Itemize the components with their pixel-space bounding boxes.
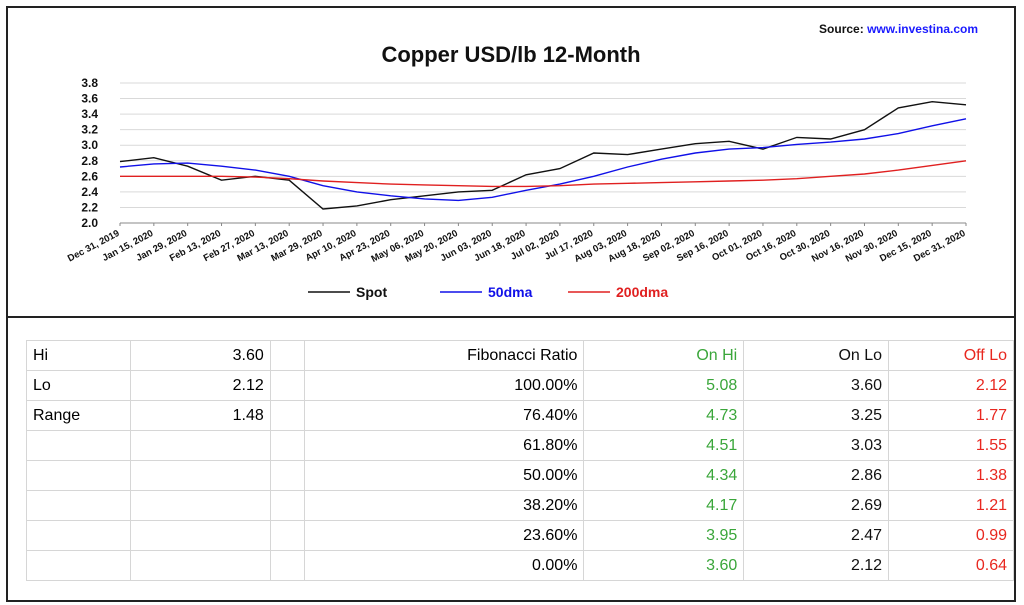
spacer-cell — [269, 520, 305, 551]
summary-label — [26, 490, 131, 521]
cell-off-lo: 1.77 — [888, 400, 1014, 431]
summary-label — [26, 460, 131, 491]
y-tick-label: 2.8 — [81, 154, 98, 168]
spacer-cell — [269, 460, 305, 491]
cell-ratio: 23.60% — [303, 520, 585, 551]
spacer-cell — [269, 550, 305, 581]
series-line-spot — [119, 100, 967, 210]
summary-value — [129, 430, 271, 461]
summary-value: 1.48 — [129, 400, 271, 431]
table-row: Lo 2.12 100.00% 5.08 3.60 2.12 — [26, 370, 1014, 401]
summary-label — [26, 550, 131, 581]
cell-on-lo: 2.47 — [743, 520, 890, 551]
y-tick-label: 2.6 — [81, 169, 98, 183]
y-tick-label: 2.4 — [81, 185, 98, 199]
copper-price-chart: Copper USD/lb 12-Month 3.8 3.63.4 3.23.0 2.8… — [66, 42, 968, 300]
source-link[interactable]: www.investina.com — [867, 22, 978, 36]
cell-ratio: 76.40% — [303, 400, 585, 431]
spacer-cell — [269, 430, 305, 461]
chart-panel: Source: www.investina.com Copper USD/lb … — [6, 6, 1016, 318]
summary-label: Range — [26, 400, 131, 431]
y-tick-label: 3.0 — [81, 138, 98, 152]
table-header-row: Hi 3.60 Fibonacci Ratio On Hi On Lo Off Lo — [26, 340, 1014, 371]
cell-off-lo: 1.38 — [888, 460, 1014, 491]
cell-on-hi: 3.60 — [583, 550, 745, 581]
header-on-lo: On Lo — [743, 340, 890, 371]
chart-title: Copper USD/lb 12-Month — [381, 42, 640, 67]
fibonacci-table-panel: Hi 3.60 Fibonacci Ratio On Hi On Lo Off Lo Lo 2… — [6, 318, 1016, 602]
cell-on-lo: 2.86 — [743, 460, 890, 491]
summary-value — [129, 460, 271, 491]
y-tick-label: 2.2 — [81, 200, 98, 214]
summary-label: Lo — [26, 370, 131, 401]
header-off-lo: Off Lo — [888, 340, 1014, 371]
summary-value — [129, 550, 271, 581]
cell-on-lo: 3.03 — [743, 430, 890, 461]
cell-on-hi: 3.95 — [583, 520, 745, 551]
source-credit: Source: www.investina.com — [819, 22, 978, 36]
cell-on-hi: 5.08 — [583, 370, 745, 401]
legend-label-spot: Spot — [356, 284, 387, 300]
cell-on-hi: 4.34 — [583, 460, 745, 491]
y-tick-label: 3.6 — [81, 92, 98, 106]
spacer-cell — [269, 340, 305, 371]
header-on-hi: On Hi — [583, 340, 745, 371]
table-row: 50.00% 4.34 2.86 1.38 — [26, 460, 1014, 491]
y-tick-label: 2.0 — [81, 216, 98, 230]
cell-off-lo: 0.99 — [888, 520, 1014, 551]
series-line-200dma — [120, 160, 967, 188]
cell-on-lo: 3.25 — [743, 400, 890, 431]
cell-ratio: 38.20% — [303, 490, 585, 521]
summary-label — [26, 430, 131, 461]
fibonacci-table: Hi 3.60 Fibonacci Ratio On Hi On Lo Off Lo Lo 2… — [26, 340, 1014, 581]
cell-on-hi: 4.51 — [583, 430, 745, 461]
cell-ratio: 50.00% — [303, 460, 585, 491]
summary-label — [26, 520, 131, 551]
y-tick-label: 3.4 — [81, 107, 98, 121]
spacer-cell — [269, 490, 305, 521]
cell-on-lo: 2.69 — [743, 490, 890, 521]
cell-off-lo: 0.64 — [888, 550, 1014, 581]
spacer-cell — [269, 400, 305, 431]
cell-on-lo: 3.60 — [743, 370, 890, 401]
legend-label-50dma: 50dma — [488, 284, 533, 300]
summary-value — [129, 490, 271, 521]
cell-on-hi: 4.17 — [583, 490, 745, 521]
y-tick-label: 3.8 — [81, 76, 98, 90]
table-row: 38.20% 4.17 2.69 1.21 — [26, 490, 1014, 521]
summary-label: Hi — [26, 340, 131, 371]
cell-off-lo: 2.12 — [888, 370, 1014, 401]
cell-ratio: 100.00% — [303, 370, 585, 401]
cell-on-lo: 2.12 — [743, 550, 890, 581]
table-row: Range 1.48 76.40% 4.73 3.25 1.77 — [26, 400, 1014, 431]
summary-value: 2.12 — [129, 370, 271, 401]
cell-ratio: 0.00% — [303, 550, 585, 581]
header-ratio: Fibonacci Ratio — [303, 340, 585, 371]
summary-value — [129, 520, 271, 551]
cell-off-lo: 1.55 — [888, 430, 1014, 461]
cell-off-lo: 1.21 — [888, 490, 1014, 521]
y-tick-label: 3.2 — [81, 123, 98, 137]
series-line-50dma — [119, 118, 967, 202]
table-row: 0.00% 3.60 2.12 0.64 — [26, 550, 1014, 581]
spacer-cell — [269, 370, 305, 401]
summary-value: 3.60 — [129, 340, 271, 371]
table-row: 23.60% 3.95 2.47 0.99 — [26, 520, 1014, 551]
table-row: 61.80% 4.51 3.03 1.55 — [26, 430, 1014, 461]
legend-label-200dma: 200dma — [616, 284, 668, 300]
source-label: Source: — [819, 22, 864, 36]
cell-ratio: 61.80% — [303, 430, 585, 461]
cell-on-hi: 4.73 — [583, 400, 745, 431]
